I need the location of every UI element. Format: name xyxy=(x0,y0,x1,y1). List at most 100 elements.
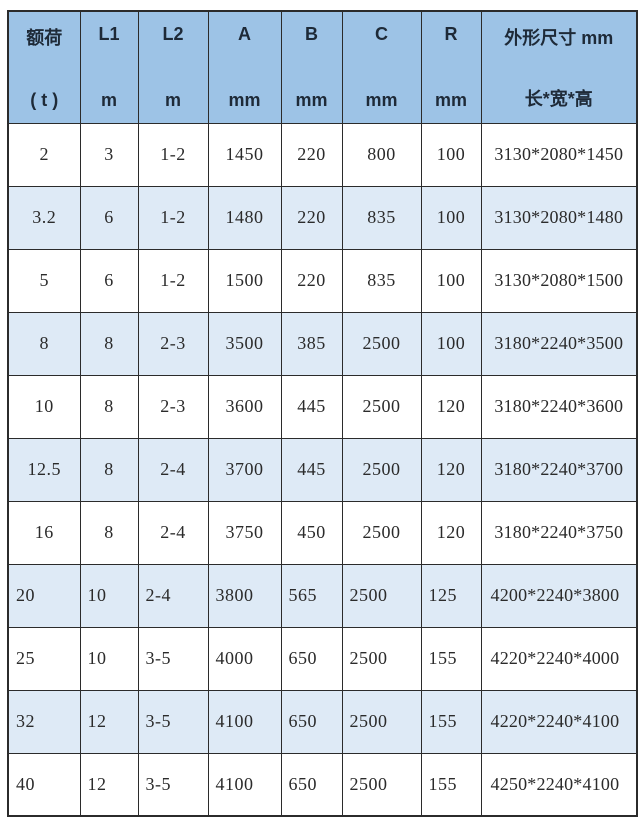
cell-l2: 3-5 xyxy=(137,689,209,754)
cell-r: 100 xyxy=(420,311,482,376)
header-unit-a: mm xyxy=(228,89,261,110)
cell-l2: 2-4 xyxy=(137,437,209,502)
cell-load: 5 xyxy=(7,248,81,313)
cell-r: 125 xyxy=(420,563,482,628)
cell-a: 3500 xyxy=(207,311,282,376)
header-label-dims: 外形尺寸 mm xyxy=(504,28,614,48)
cell-dims: 4200*2240*3800 xyxy=(480,563,638,628)
cell-c: 835 xyxy=(341,185,422,250)
cell-load: 3.2 xyxy=(7,185,81,250)
cell-l2: 2-4 xyxy=(137,563,209,628)
cell-b: 565 xyxy=(280,563,343,628)
cell-l1: 8 xyxy=(79,311,139,376)
cell-load: 40 xyxy=(7,752,81,817)
table-row: 10 8 2-3 3600 445 2500 120 3180*2240*360… xyxy=(7,374,638,439)
cell-l1: 12 xyxy=(79,689,139,754)
table-row: 12.5 8 2-4 3700 445 2500 120 3180*2240*3… xyxy=(7,437,638,502)
header-cell-load: 额荷 ( t ) xyxy=(7,10,81,124)
cell-a: 1500 xyxy=(207,248,282,313)
cell-c: 2500 xyxy=(341,311,422,376)
table-row: 25 10 3-5 4000 650 2500 155 4220*2240*40… xyxy=(7,626,638,691)
header-label-c: C xyxy=(375,24,388,44)
cell-dims: 4220*2240*4100 xyxy=(480,689,638,754)
header-unit-dims: 长*宽*高 xyxy=(524,88,593,109)
cell-dims: 3180*2240*3750 xyxy=(480,500,638,565)
cell-r: 155 xyxy=(420,689,482,754)
cell-b: 650 xyxy=(280,626,343,691)
cell-dims: 3130*2080*1450 xyxy=(480,122,638,187)
cell-dims: 4250*2240*4100 xyxy=(480,752,638,817)
header-unit-r: mm xyxy=(434,89,467,110)
table-row: 20 10 2-4 3800 565 2500 125 4200*2240*38… xyxy=(7,563,638,628)
cell-l1: 12 xyxy=(79,752,139,817)
cell-l2: 3-5 xyxy=(137,752,209,817)
cell-l1: 6 xyxy=(79,248,139,313)
cell-a: 3800 xyxy=(207,563,282,628)
cell-load: 10 xyxy=(7,374,81,439)
cell-b: 445 xyxy=(280,437,343,502)
cell-l2: 1-2 xyxy=(137,185,209,250)
cell-b: 220 xyxy=(280,248,343,313)
cell-dims: 3130*2080*1500 xyxy=(480,248,638,313)
cell-l1: 8 xyxy=(79,374,139,439)
table-row: 16 8 2-4 3750 450 2500 120 3180*2240*375… xyxy=(7,500,638,565)
cell-c: 2500 xyxy=(341,689,422,754)
cell-c: 800 xyxy=(341,122,422,187)
cell-c: 2500 xyxy=(341,374,422,439)
cell-l2: 2-3 xyxy=(137,311,209,376)
cell-l1: 8 xyxy=(79,500,139,565)
header-unit-b: mm xyxy=(295,89,328,110)
cell-r: 155 xyxy=(420,626,482,691)
cell-a: 1450 xyxy=(207,122,282,187)
cell-r: 100 xyxy=(420,248,482,313)
cell-load: 32 xyxy=(7,689,81,754)
cell-r: 100 xyxy=(420,185,482,250)
cell-l2: 3-5 xyxy=(137,626,209,691)
header-unit-c: mm xyxy=(365,89,398,110)
cell-load: 20 xyxy=(7,563,81,628)
cell-dims: 3130*2080*1480 xyxy=(480,185,638,250)
cell-dims: 3180*2240*3500 xyxy=(480,311,638,376)
header-unit-load: ( t ) xyxy=(30,89,59,110)
cell-c: 2500 xyxy=(341,563,422,628)
cell-r: 100 xyxy=(420,122,482,187)
header-label-l2: L2 xyxy=(162,24,184,44)
cell-b: 650 xyxy=(280,752,343,817)
cell-r: 120 xyxy=(420,374,482,439)
table-row: 8 8 2-3 3500 385 2500 100 3180*2240*3500 xyxy=(7,311,638,376)
header-label-b: B xyxy=(305,24,318,44)
cell-l1: 10 xyxy=(79,626,139,691)
cell-load: 8 xyxy=(7,311,81,376)
cell-dims: 4220*2240*4000 xyxy=(480,626,638,691)
cell-c: 2500 xyxy=(341,626,422,691)
table-row: 40 12 3-5 4100 650 2500 155 4250*2240*41… xyxy=(7,752,638,817)
cell-c: 2500 xyxy=(341,500,422,565)
cell-a: 4100 xyxy=(207,689,282,754)
cell-a: 3750 xyxy=(207,500,282,565)
cell-c: 2500 xyxy=(341,752,422,817)
header-unit-l1: m xyxy=(100,89,117,110)
cell-l2: 1-2 xyxy=(137,248,209,313)
cell-l2: 1-2 xyxy=(137,122,209,187)
cell-a: 3600 xyxy=(207,374,282,439)
cell-l1: 8 xyxy=(79,437,139,502)
cell-load: 16 xyxy=(7,500,81,565)
cell-a: 1480 xyxy=(207,185,282,250)
header-cell-l2: L2 m xyxy=(137,10,209,124)
cell-l2: 2-4 xyxy=(137,500,209,565)
cell-a: 3700 xyxy=(207,437,282,502)
header-label-r: R xyxy=(444,24,458,44)
cell-load: 12.5 xyxy=(7,437,81,502)
cell-b: 385 xyxy=(280,311,343,376)
cell-dims: 3180*2240*3700 xyxy=(480,437,638,502)
cell-r: 155 xyxy=(420,752,482,817)
cell-r: 120 xyxy=(420,500,482,565)
cell-a: 4100 xyxy=(207,752,282,817)
